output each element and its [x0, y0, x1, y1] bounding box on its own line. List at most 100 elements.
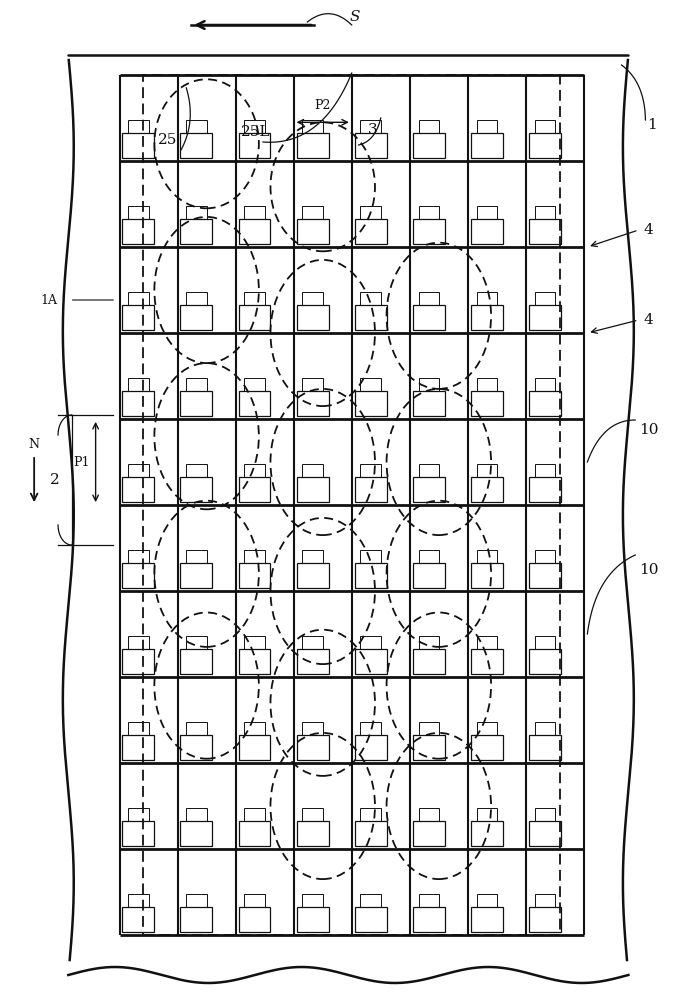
Bar — [419, 808, 438, 821]
Bar — [419, 120, 438, 133]
Bar — [186, 550, 207, 563]
Bar — [180, 391, 212, 416]
Bar — [477, 292, 497, 305]
Bar — [471, 907, 503, 932]
Bar — [128, 464, 149, 477]
Bar — [413, 219, 445, 244]
Text: 2: 2 — [50, 473, 59, 487]
Bar — [245, 378, 264, 391]
Bar — [354, 821, 387, 846]
Bar — [529, 133, 561, 158]
Bar — [122, 391, 154, 416]
Bar — [361, 206, 380, 219]
Bar — [354, 477, 387, 502]
Bar — [529, 219, 561, 244]
Bar — [128, 550, 149, 563]
Bar — [245, 292, 264, 305]
Bar — [354, 391, 387, 416]
Bar — [122, 649, 154, 674]
Bar — [238, 391, 270, 416]
Bar — [413, 477, 445, 502]
Text: 1: 1 — [647, 118, 657, 132]
Bar — [303, 550, 322, 563]
Bar — [471, 821, 503, 846]
Bar — [128, 894, 149, 907]
Bar — [186, 894, 207, 907]
Bar — [361, 894, 380, 907]
Bar — [361, 378, 380, 391]
Bar — [238, 821, 270, 846]
Bar — [471, 649, 503, 674]
Text: 25: 25 — [158, 133, 177, 147]
Bar — [529, 821, 561, 846]
Bar — [529, 735, 561, 760]
Bar — [245, 464, 264, 477]
Bar — [477, 636, 497, 649]
Text: 25L: 25L — [241, 125, 271, 139]
Bar — [245, 206, 264, 219]
Bar — [128, 292, 149, 305]
Bar — [419, 550, 438, 563]
Bar — [186, 808, 207, 821]
Bar — [413, 821, 445, 846]
Bar — [296, 477, 329, 502]
Bar — [245, 894, 264, 907]
Bar — [529, 649, 561, 674]
Bar — [477, 464, 497, 477]
Bar — [186, 722, 207, 735]
Bar — [128, 722, 149, 735]
Bar — [128, 378, 149, 391]
Bar — [354, 133, 387, 158]
Bar — [471, 477, 503, 502]
Bar — [238, 735, 270, 760]
Bar — [238, 907, 270, 932]
Bar — [477, 722, 497, 735]
Text: S: S — [350, 10, 361, 24]
Text: 10: 10 — [639, 563, 658, 577]
Bar — [535, 550, 555, 563]
Bar — [245, 808, 264, 821]
Text: P2: P2 — [315, 99, 331, 112]
Bar — [186, 206, 207, 219]
Bar — [471, 735, 503, 760]
Bar — [361, 120, 380, 133]
Bar — [361, 292, 380, 305]
Text: 4: 4 — [644, 223, 654, 237]
Bar — [535, 292, 555, 305]
Bar — [143, 75, 560, 935]
Bar — [419, 378, 438, 391]
Bar — [471, 305, 503, 330]
Bar — [238, 133, 270, 158]
Bar — [354, 649, 387, 674]
Bar — [296, 305, 329, 330]
Bar — [238, 219, 270, 244]
Bar — [186, 378, 207, 391]
Bar — [245, 636, 264, 649]
Bar — [535, 120, 555, 133]
Bar — [296, 133, 329, 158]
Bar — [128, 636, 149, 649]
Bar — [186, 636, 207, 649]
Bar — [361, 550, 380, 563]
Bar — [303, 206, 322, 219]
Bar — [296, 821, 329, 846]
Bar — [361, 808, 380, 821]
Bar — [296, 649, 329, 674]
Bar — [296, 219, 329, 244]
Bar — [413, 735, 445, 760]
Bar — [245, 722, 264, 735]
Bar — [122, 477, 154, 502]
Bar — [186, 464, 207, 477]
Bar — [245, 550, 264, 563]
Bar — [419, 292, 438, 305]
Bar — [354, 907, 387, 932]
Bar — [477, 894, 497, 907]
Bar — [529, 391, 561, 416]
Bar — [303, 120, 322, 133]
Bar — [180, 219, 212, 244]
Bar — [180, 907, 212, 932]
Bar — [238, 477, 270, 502]
Bar — [413, 907, 445, 932]
Bar — [529, 477, 561, 502]
Bar — [180, 735, 212, 760]
